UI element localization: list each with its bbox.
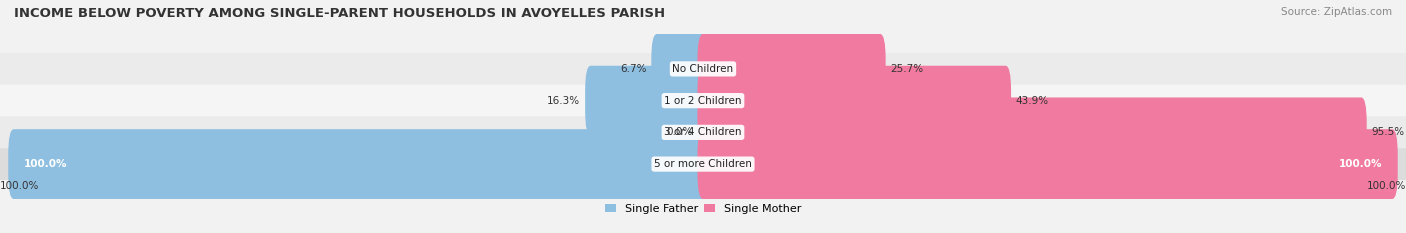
FancyBboxPatch shape: [585, 66, 709, 136]
Text: 0.0%: 0.0%: [666, 127, 693, 137]
Text: 100.0%: 100.0%: [24, 159, 67, 169]
Text: 100.0%: 100.0%: [0, 181, 39, 191]
Text: 95.5%: 95.5%: [1371, 127, 1405, 137]
Text: No Children: No Children: [672, 64, 734, 74]
FancyBboxPatch shape: [0, 148, 1406, 180]
FancyBboxPatch shape: [651, 34, 709, 104]
Text: Source: ZipAtlas.com: Source: ZipAtlas.com: [1281, 7, 1392, 17]
Text: INCOME BELOW POVERTY AMONG SINGLE-PARENT HOUSEHOLDS IN AVOYELLES PARISH: INCOME BELOW POVERTY AMONG SINGLE-PARENT…: [14, 7, 665, 20]
Text: 3 or 4 Children: 3 or 4 Children: [664, 127, 742, 137]
Text: 25.7%: 25.7%: [890, 64, 924, 74]
FancyBboxPatch shape: [0, 53, 1406, 85]
FancyBboxPatch shape: [697, 129, 1398, 199]
FancyBboxPatch shape: [0, 85, 1406, 116]
FancyBboxPatch shape: [697, 66, 1011, 136]
Text: 100.0%: 100.0%: [1339, 159, 1382, 169]
Text: 43.9%: 43.9%: [1017, 96, 1049, 106]
FancyBboxPatch shape: [697, 34, 886, 104]
Text: 100.0%: 100.0%: [1367, 181, 1406, 191]
FancyBboxPatch shape: [8, 129, 709, 199]
FancyBboxPatch shape: [697, 97, 1367, 167]
FancyBboxPatch shape: [0, 116, 1406, 148]
Text: 5 or more Children: 5 or more Children: [654, 159, 752, 169]
Text: 16.3%: 16.3%: [547, 96, 581, 106]
Text: 1 or 2 Children: 1 or 2 Children: [664, 96, 742, 106]
Text: 6.7%: 6.7%: [620, 64, 647, 74]
Legend: Single Father, Single Mother: Single Father, Single Mother: [600, 199, 806, 218]
